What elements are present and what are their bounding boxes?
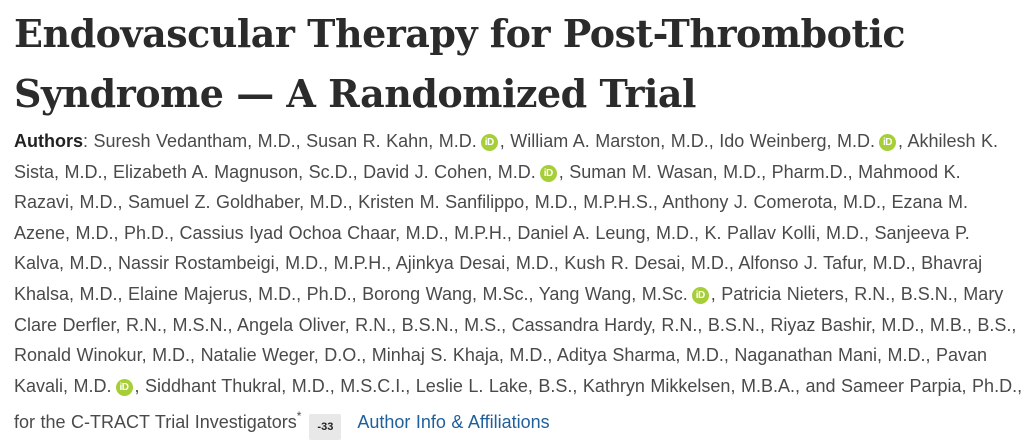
orcid-icon[interactable]: iD: [115, 378, 133, 396]
authors-segment-1: Suresh Vedantham, M.D., Susan R. Kahn, M…: [93, 131, 477, 151]
authors-segment-2: , William A. Marston, M.D., Ido Weinberg…: [499, 131, 875, 151]
orcid-icon[interactable]: iD: [539, 164, 557, 182]
footnote-asterisk: *: [296, 409, 302, 424]
more-authors-badge[interactable]: -33: [309, 414, 342, 440]
authors-segment-6: , Siddhant Thukral, M.D., M.S.C.I., Lesl…: [14, 375, 1023, 433]
orcid-icon[interactable]: iD: [878, 134, 896, 151]
orcid-icon[interactable]: iD: [480, 134, 498, 151]
authors-segment-5: , Patricia Nieters, R.N., B.S.N., Mary C…: [14, 283, 1017, 396]
article-title: Endovascular Therapy for Post-Thrombotic…: [14, 11, 906, 116]
author-info-affiliations-link[interactable]: Author Info & Affiliations: [357, 412, 550, 433]
authors-block: Authors: Suresh Vedantham, M.D., Susan R…: [14, 126, 1024, 440]
authors-label: Authors: [14, 131, 83, 151]
authors-segment-3: , Akhilesh K. Sista, M.D., Elizabeth A. …: [14, 131, 999, 182]
orcid-icon[interactable]: iD: [691, 286, 709, 304]
authors-segment-4: , Suman M. Wasan, M.D., Pharm.D., Mahmoo…: [14, 161, 983, 304]
